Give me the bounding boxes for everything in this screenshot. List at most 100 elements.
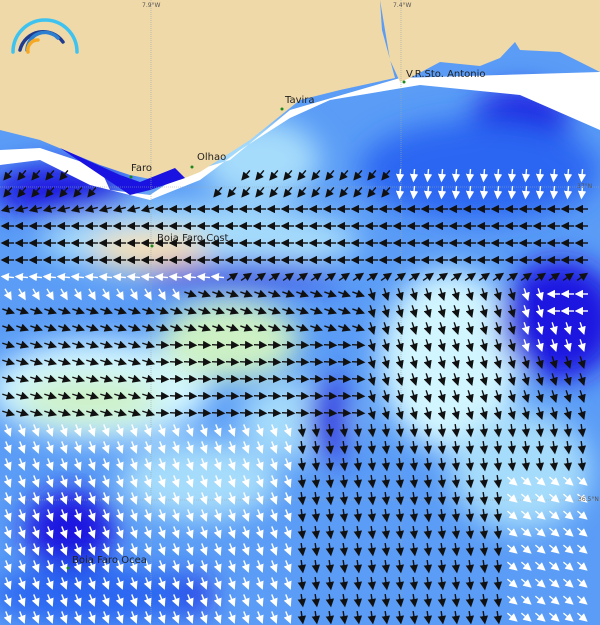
current-arrow — [73, 543, 82, 556]
place-label-vrsa[interactable]: V.R.Sto. Antonio — [406, 69, 486, 80]
current-arrow — [156, 323, 169, 332]
current-arrow — [296, 323, 309, 332]
current-arrow — [212, 323, 225, 332]
current-arrow — [563, 457, 573, 472]
current-arrow — [241, 509, 250, 522]
current-arrow — [185, 577, 194, 590]
current-arrow — [437, 407, 446, 421]
current-arrow — [254, 272, 267, 282]
current-arrow — [381, 407, 390, 421]
current-arrow — [367, 390, 376, 404]
current-arrow — [239, 357, 254, 367]
current-arrow — [157, 424, 166, 437]
current-arrow — [423, 542, 433, 557]
current-arrow — [437, 339, 446, 353]
current-arrow — [409, 593, 419, 608]
current-arrow — [310, 306, 323, 315]
current-arrow — [297, 576, 307, 591]
current-arrow — [562, 272, 575, 282]
current-arrow — [423, 407, 432, 421]
current-arrow — [267, 408, 282, 418]
current-arrow — [30, 357, 44, 366]
current-arrow — [171, 458, 180, 471]
current-arrow — [465, 576, 475, 591]
current-arrow — [437, 508, 447, 523]
current-arrow — [562, 510, 574, 520]
current-arrow — [295, 357, 310, 367]
current-arrow — [381, 610, 391, 625]
current-arrow — [534, 527, 546, 537]
current-arrow — [268, 289, 281, 298]
place-label-faro[interactable]: Faro — [131, 163, 152, 174]
current-arrow — [409, 457, 419, 472]
current-arrow — [101, 560, 110, 573]
current-arrow — [17, 288, 26, 301]
current-arrow — [143, 509, 152, 522]
current-arrow — [381, 305, 390, 319]
current-arrow — [126, 204, 140, 213]
current-arrow — [479, 542, 489, 557]
current-arrow — [423, 356, 432, 370]
current-arrow — [199, 526, 208, 539]
current-arrow — [311, 508, 321, 523]
current-arrow — [297, 440, 307, 455]
current-arrow — [295, 374, 310, 384]
current-arrow — [465, 288, 474, 302]
current-arrow — [241, 169, 251, 181]
current-arrow — [576, 561, 588, 571]
current-arrow — [254, 306, 267, 315]
current-arrow — [323, 340, 338, 350]
current-arrow — [339, 610, 349, 625]
current-arrow — [549, 168, 559, 183]
current-arrow — [297, 186, 307, 198]
current-arrow — [339, 525, 349, 540]
current-arrow — [73, 441, 82, 454]
place-label-olhao[interactable]: Olhao — [197, 152, 227, 163]
current-arrow — [239, 391, 254, 401]
current-arrow — [549, 440, 559, 455]
current-arrow — [142, 340, 156, 349]
current-arrow — [45, 577, 54, 590]
current-arrow — [381, 339, 390, 353]
current-arrow — [549, 356, 558, 370]
current-arrow — [268, 323, 281, 332]
current-arrow — [395, 525, 405, 540]
current-arrow — [115, 594, 124, 607]
current-arrow — [45, 186, 55, 198]
current-arrow — [17, 594, 26, 607]
current-arrow — [171, 543, 180, 556]
current-arrow — [73, 611, 82, 624]
current-arrow — [45, 288, 54, 301]
station-label-faro-oceanica[interactable]: Boia Faro Ocea — [72, 555, 147, 566]
current-arrow — [493, 542, 503, 557]
current-arrow — [367, 407, 376, 421]
current-arrow — [381, 288, 390, 302]
current-arrow — [309, 408, 324, 418]
current-arrow — [227, 611, 236, 624]
current-arrow — [381, 576, 391, 591]
current-arrow — [395, 508, 405, 523]
current-arrow — [31, 577, 40, 590]
current-arrow — [451, 457, 461, 472]
place-label-tavira[interactable]: Tavira — [285, 95, 315, 106]
station-label-faro-costeira[interactable]: Boia Faro Cost — [157, 233, 229, 244]
current-arrow — [73, 560, 82, 573]
current-arrow — [87, 441, 96, 454]
current-arrow — [479, 168, 489, 183]
current-arrow — [115, 492, 124, 505]
current-arrow — [169, 391, 184, 401]
current-arrow — [58, 357, 72, 366]
current-arrow — [112, 272, 127, 282]
current-arrow — [367, 305, 376, 319]
lat-label: 37°N — [577, 183, 593, 190]
current-arrow — [101, 458, 110, 471]
current-arrow — [479, 491, 489, 506]
current-arrow — [534, 544, 546, 554]
current-arrow — [562, 595, 574, 605]
current-arrow — [30, 323, 43, 332]
current-arrow — [86, 374, 100, 383]
current-arrow — [493, 457, 503, 472]
current-arrow — [493, 508, 503, 523]
current-arrow — [269, 594, 278, 607]
